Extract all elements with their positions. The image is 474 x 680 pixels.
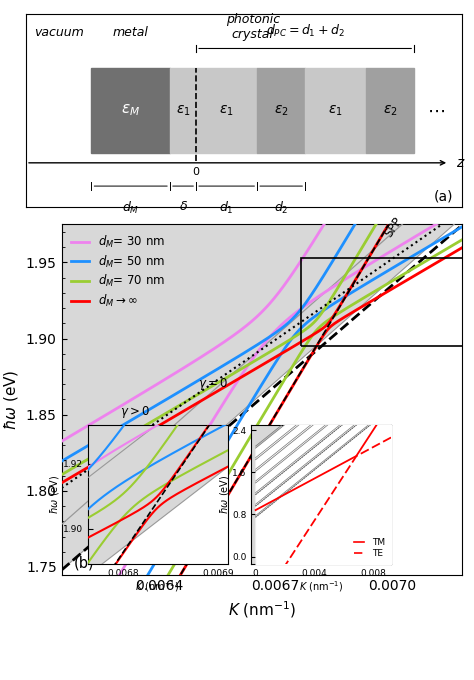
Text: (a): (a) (434, 190, 454, 203)
Bar (91, 68, 170, 153)
Text: $d_1$: $d_1$ (219, 200, 234, 216)
Bar (257, 68, 305, 153)
Text: $\varepsilon_M$: $\varepsilon_M$ (121, 103, 140, 118)
X-axis label: $K$ (nm$^{-1}$): $K$ (nm$^{-1}$) (136, 579, 180, 594)
Text: $\varepsilon_1$: $\varepsilon_1$ (176, 103, 191, 118)
Text: metal: metal (113, 27, 149, 39)
Text: 0: 0 (192, 167, 200, 177)
Text: photonic
crystal: photonic crystal (226, 13, 280, 41)
Text: $\varepsilon_1$: $\varepsilon_1$ (328, 103, 343, 118)
Bar (196, 68, 257, 153)
Text: $\cdots$: $\cdots$ (427, 101, 445, 120)
Text: (b): (b) (73, 555, 94, 570)
Text: SPP: SPP (383, 215, 405, 239)
Text: $d_M$: $d_M$ (122, 200, 139, 216)
Y-axis label: $\hbar\omega$ (eV): $\hbar\omega$ (eV) (48, 475, 61, 514)
Text: $\varepsilon_1$: $\varepsilon_1$ (219, 103, 234, 118)
Text: $\gamma > 0$: $\gamma > 0$ (120, 404, 150, 420)
Text: $z$: $z$ (456, 156, 465, 170)
Text: $\gamma = 0$: $\gamma = 0$ (198, 376, 228, 392)
Bar (305, 68, 366, 153)
Text: $\delta$: $\delta$ (179, 200, 188, 213)
X-axis label: $K$ (nm$^{-1}$): $K$ (nm$^{-1}$) (228, 599, 296, 619)
Text: $\varepsilon_2$: $\varepsilon_2$ (383, 103, 398, 118)
Legend: TM, TE: TM, TE (352, 537, 386, 560)
Y-axis label: $\hbar\omega$ (eV): $\hbar\omega$ (eV) (2, 369, 20, 430)
Legend: $d_M$= 30 nm, $d_M$= 50 nm, $d_M$= 70 nm, $d_M\rightarrow \infty$: $d_M$= 30 nm, $d_M$= 50 nm, $d_M$= 70 nm… (67, 231, 169, 312)
X-axis label: $K$ (nm$^{-1}$): $K$ (nm$^{-1}$) (299, 579, 343, 594)
Text: $d_2$: $d_2$ (274, 200, 289, 216)
Bar (301, 258, 474, 346)
Text: $\varepsilon_2$: $\varepsilon_2$ (274, 103, 289, 118)
Text: vacuum: vacuum (34, 27, 83, 39)
Y-axis label: $\hbar\omega$ (eV): $\hbar\omega$ (eV) (218, 475, 230, 514)
Bar (366, 68, 414, 153)
Text: $d_{PC}=d_1+d_2$: $d_{PC}=d_1+d_2$ (266, 22, 345, 39)
Text: $\omega = \varepsilon_2^{1/2} cK$: $\omega = \varepsilon_2^{1/2} cK$ (89, 443, 146, 473)
Bar (170, 68, 196, 153)
